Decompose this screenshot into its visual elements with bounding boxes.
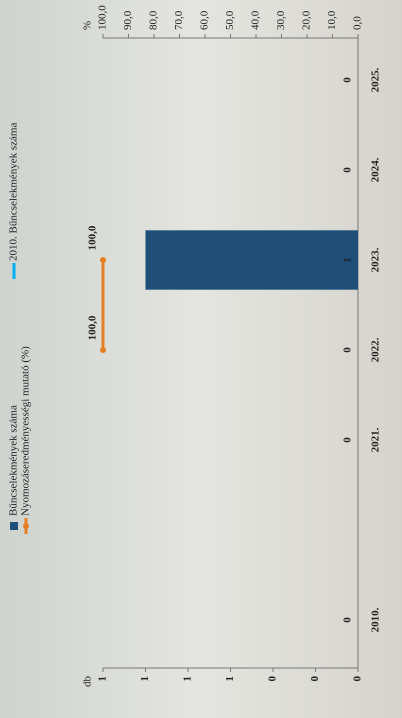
y-tick-label: 1 [182, 676, 194, 682]
y2-tick-label: 20,0 [301, 10, 313, 30]
bar-value-label: 0 [342, 77, 354, 83]
y-tick-label: 0 [309, 676, 321, 682]
bar-value-label: 0 [342, 437, 354, 443]
y2-tick-label: 30,0 [275, 10, 287, 30]
y2-tick-label: 60,0 [199, 10, 211, 30]
line-point [100, 257, 106, 263]
y-tick-label: 0 [352, 676, 364, 682]
y2-tick-label: 80,0 [148, 10, 160, 30]
y2-axis-title: % [82, 21, 94, 30]
bar-value-label: 1 [342, 257, 354, 263]
x-tick-label: 2022. [370, 337, 382, 362]
y2-tick-label: 0,0 [352, 16, 364, 30]
line-value-label: 100,0 [87, 225, 99, 250]
bar-value-label: 0 [342, 167, 354, 173]
x-tick-label: 2010. [370, 607, 382, 632]
legend-label: Nyomozáseredményességi mutató (%) [20, 346, 32, 516]
y-tick-label: 1 [97, 676, 109, 682]
y2-tick-label: 90,0 [122, 10, 134, 30]
plot: db%00011110,010,020,030,040,050,060,070,… [8, 5, 382, 687]
legend-swatch [10, 522, 18, 530]
legend-swatch [23, 523, 29, 529]
line-value-label: 100,0 [87, 315, 99, 340]
legend-label: Bűncselekmények száma [8, 405, 20, 516]
x-tick-label: 2024. [370, 157, 382, 182]
y-tick-label: 1 [224, 676, 236, 682]
y2-tick-label: 10,0 [326, 10, 338, 30]
x-tick-label: 2023. [370, 247, 382, 272]
y-tick-label: 1 [139, 676, 151, 682]
line-point [100, 347, 106, 353]
y-axis-title: db [82, 676, 94, 688]
bar-value-label: 0 [342, 347, 354, 353]
y2-tick-label: 100,0 [97, 5, 109, 30]
x-tick-label: 2021. [370, 427, 382, 452]
x-tick-label: 2025. [370, 67, 382, 92]
bar [145, 230, 358, 290]
y2-tick-label: 50,0 [224, 10, 236, 30]
y2-tick-label: 70,0 [173, 10, 185, 30]
bar-value-label: 0 [342, 617, 354, 623]
y2-tick-label: 40,0 [250, 10, 262, 30]
y-tick-label: 0 [267, 676, 279, 682]
legend-label: 2010. Bűncselekmények száma [8, 123, 20, 261]
